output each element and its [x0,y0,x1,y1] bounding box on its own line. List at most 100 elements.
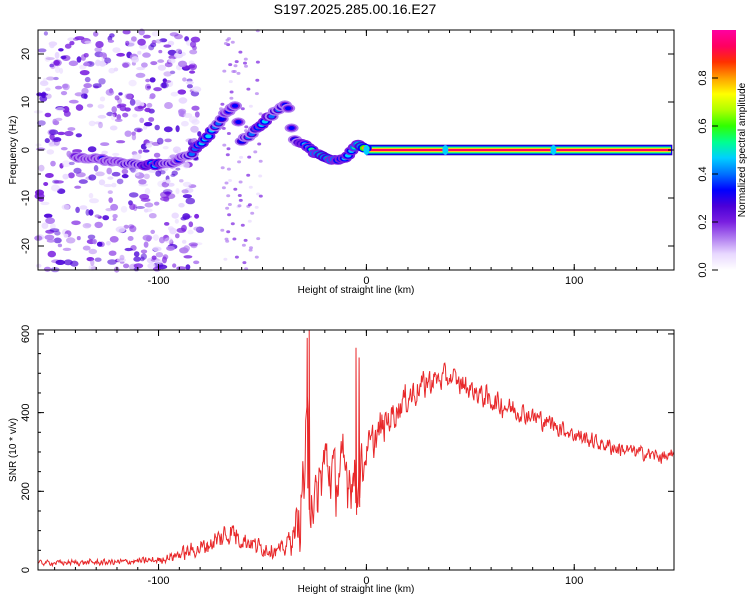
noise-blob [114,95,120,101]
noise-blob [46,149,55,155]
noise-blob [35,263,42,268]
noise-blob [109,125,118,131]
noise-blob [39,95,48,102]
noise-blob [94,47,103,53]
noise-blob [145,83,151,91]
noise-blob [148,213,157,219]
noise-blob [194,213,200,219]
noise-blob [99,96,106,102]
noise-blob [258,174,263,178]
noise-blob [100,142,110,147]
noise-blob [88,174,97,181]
noise-blob [144,202,154,208]
noise-blob [43,31,49,36]
noise-blob [244,125,249,129]
noise-blob [105,89,115,96]
noise-blob [142,149,150,153]
noise-blob [82,245,91,251]
noise-blob [183,113,193,118]
y-tick-label: 20 [20,48,32,60]
noise-blob [116,258,126,263]
noise-blob [62,83,69,89]
noise-blob [247,219,252,223]
noise-blob [121,168,129,175]
snr-x-label: Height of straight line (km) [298,584,415,595]
ridge-blob [285,106,292,111]
noise-blob [188,64,196,69]
colorbar-ticks: 0.0 0.2 0.4 0.6 0.8 [697,70,718,278]
noise-blob [153,152,161,158]
noise-blob [73,167,82,174]
noise-blob [136,128,142,133]
noise-blob [144,107,152,113]
noise-blob [159,38,168,43]
noise-blob [99,60,107,67]
noise-blob [230,222,235,226]
ridge-marker [550,145,557,155]
noise-blob [37,120,46,126]
noise-blob [164,222,170,226]
noise-blob [111,106,117,113]
noise-blob [125,40,130,46]
noise-blob [89,198,99,204]
noise-blob [167,40,175,46]
noise-blob [112,218,117,221]
noise-blob [84,40,92,45]
noise-blob [188,60,195,66]
snr-series-line [37,329,674,568]
ridge-blob [235,120,242,124]
noise-blob [255,60,260,64]
noise-blob [228,63,233,67]
noise-blob [222,69,227,73]
noise-blob [166,245,175,251]
noise-blob [238,180,243,184]
noise-blob [143,173,150,180]
noise-blob [226,147,231,151]
noise-blob [98,121,103,129]
noise-blob [115,226,126,233]
noise-blob [45,217,55,224]
noise-blob [152,266,162,272]
noise-blob [109,236,119,243]
noise-blob [135,206,145,209]
noise-blob [160,82,169,89]
noise-blob [147,262,156,269]
noise-blob [44,234,55,240]
noise-blob [61,204,70,210]
y-tick-label: 10 [20,96,32,108]
noise-blob [152,234,159,241]
noise-blob [172,146,181,154]
noise-blob [116,140,126,144]
noise-blob [68,161,75,166]
x-tick-label: -100 [148,275,170,287]
noise-blob [167,182,175,187]
noise-blob [122,62,129,68]
noise-blob [143,208,149,213]
noise-blob [40,201,50,206]
noise-blob [132,153,142,160]
noise-blob [45,87,51,92]
noise-blob [92,238,97,245]
noise-blob [122,29,131,35]
noise-blob [79,70,90,76]
noise-blob [69,40,75,46]
noise-blob [220,166,225,170]
noise-blob [148,117,155,122]
noise-blob [161,82,168,89]
noise-blob [140,143,147,150]
noise-blob [150,61,158,66]
noise-blob [258,112,263,116]
noise-blob [234,255,239,259]
noise-blob [194,111,200,118]
noise-blob [57,243,63,248]
ridge-blob [218,116,225,121]
noise-blob [111,182,117,188]
noise-blob [155,39,162,44]
noise-blob [234,60,239,64]
noise-blob [191,119,200,125]
noise-blob [153,87,162,92]
noise-blob [97,114,107,119]
noise-blob [247,203,252,207]
noise-blob [178,97,188,104]
noise-blob [94,221,103,229]
